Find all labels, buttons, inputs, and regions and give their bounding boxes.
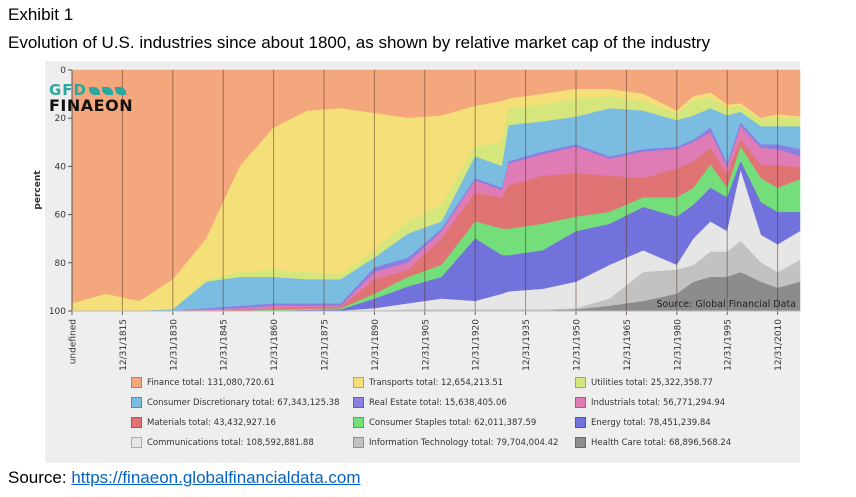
legend-label: Consumer Staples total: 62,011,387.59	[369, 417, 537, 428]
x-tick-label: 12/31/1890	[371, 319, 381, 371]
legend-swatch	[575, 437, 586, 448]
x-tick-label: 12/31/1995	[724, 319, 734, 371]
legend-item-utilities[interactable]: Utilities total: 25,322,358.77	[575, 377, 713, 388]
x-tick-label: 12/31/1950	[573, 319, 583, 371]
legend-item-energy[interactable]: Energy total: 78,451,239.84	[575, 417, 711, 428]
legend-label: Health Care total: 68,896,568.24	[591, 437, 732, 448]
vertical-gridlines	[121, 70, 779, 311]
x-tick-label: 12/31/1920	[472, 319, 482, 371]
legend-label: Real Estate total: 15,638,405.06	[369, 397, 507, 408]
chart-source-annotation: Source: Global Financial Data	[657, 299, 796, 310]
legend-item-materials[interactable]: Materials total: 43,432,927.16	[131, 417, 276, 428]
area-layers	[71, 69, 801, 312]
legend-item-transports[interactable]: Transports total: 12,654,213.51	[353, 377, 503, 388]
exhibit-label: Exhibit 1	[8, 5, 74, 24]
y-tick-label: 20	[55, 114, 67, 124]
legend-swatch	[353, 417, 364, 428]
x-tick-label: 12/31/1830	[169, 319, 179, 371]
legend-swatch	[131, 437, 142, 448]
y-tick-label: 60	[55, 211, 67, 221]
legend-item-consumer-staples[interactable]: Consumer Staples total: 62,011,387.59	[353, 417, 536, 428]
x-tick-label: 12/31/1905	[421, 319, 431, 371]
x-tick-label: 12/31/1875	[321, 319, 331, 371]
legend-label: Energy total: 78,451,239.84	[591, 417, 711, 428]
x-tick-label: 12/31/1860	[270, 319, 280, 371]
page-title: Evolution of U.S. industries since about…	[8, 33, 711, 52]
legend-swatch	[575, 397, 586, 408]
legend-item-finance[interactable]: Finance total: 131,080,720.61	[131, 377, 275, 388]
leaf-icon	[89, 87, 101, 95]
x-tick-label: 12/31/1935	[522, 319, 532, 371]
source-line: Source: https://finaeon.globalfinanciald…	[8, 468, 361, 488]
legend-label: Consumer Discretionary total: 67,343,125…	[147, 397, 340, 408]
legend-swatch	[353, 397, 364, 408]
legend-item-communications[interactable]: Communications total: 108,592,881.88	[131, 437, 314, 448]
x-tick-label: 12/31/1980	[673, 319, 683, 371]
legend-swatch	[131, 417, 142, 428]
x-tick-label: 12/31/1845	[220, 319, 230, 371]
legend-label: Materials total: 43,432,927.16	[147, 417, 276, 428]
legend-item-industrials[interactable]: Industrials total: 56,771,294.94	[575, 397, 725, 408]
legend-swatch	[575, 417, 586, 428]
legend-label: Industrials total: 56,771,294.94	[591, 397, 726, 408]
legend-item-consumer-discretionary[interactable]: Consumer Discretionary total: 67,343,125…	[131, 397, 340, 408]
legend-swatch	[353, 377, 364, 388]
logo-gfd: GFD	[49, 81, 88, 99]
y-tick-label: 40	[55, 162, 67, 172]
x-tick-label: 12/31/1965	[623, 319, 633, 371]
legend-label: Utilities total: 25,322,358.77	[591, 377, 713, 388]
legend-label: Communications total: 108,592,881.88	[147, 437, 314, 448]
source-link[interactable]: https://finaeon.globalfinancialdata.com	[71, 468, 361, 487]
legend-swatch	[353, 437, 364, 448]
legend-label: Transports total: 12,654,213.51	[369, 377, 504, 388]
y-tick-label: 80	[55, 259, 67, 269]
y-tick-label: 100	[49, 307, 66, 317]
gfd-finaeon-logo: GFD FINAEON	[49, 82, 133, 114]
legend-swatch	[131, 377, 142, 388]
legend-item-health-care[interactable]: Health Care total: 68,896,568.24	[575, 437, 731, 448]
leaf-icon	[115, 87, 127, 95]
axes: undefined 12/31/1815 12/31/1830 12/31/1845 1…	[49, 66, 800, 371]
source-label: Source:	[8, 468, 72, 487]
x-tick-label: 12/31/1815	[119, 319, 129, 371]
leaf-icon	[102, 87, 114, 95]
legend-swatch	[575, 377, 586, 388]
legend-label: Finance total: 131,080,720.61	[147, 377, 275, 388]
x-tick-label: 12/31/2010	[774, 319, 784, 371]
legend-item-information-technology[interactable]: Information Technology total: 79,704,004…	[353, 437, 558, 448]
x-tick-label: undefined	[69, 319, 79, 364]
logo-finaeon: FINAEON	[49, 96, 134, 115]
legend-label: Information Technology total: 79,704,004…	[369, 437, 559, 448]
y-tick-label: 0	[60, 66, 66, 76]
y-axis-label: percent	[33, 170, 43, 210]
legend-item-real-estate[interactable]: Real Estate total: 15,638,405.06	[353, 397, 507, 408]
legend-swatch	[131, 397, 142, 408]
